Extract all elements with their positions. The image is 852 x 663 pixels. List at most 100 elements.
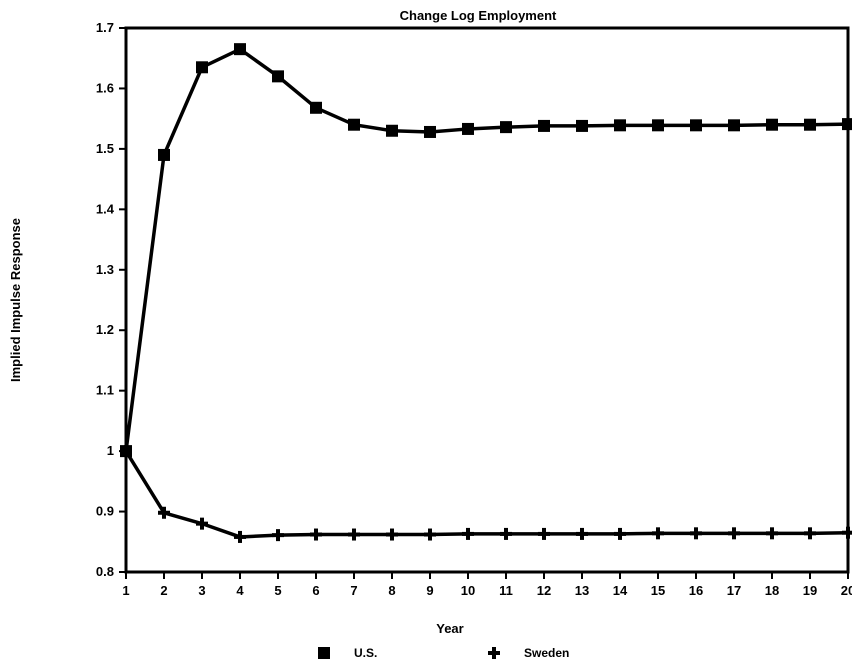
y-tick-label: 0.9 — [96, 504, 114, 519]
data-point-sweden — [386, 528, 398, 541]
data-point-u-s — [424, 125, 436, 138]
data-point-sweden — [158, 506, 170, 519]
data-point-sweden — [120, 445, 132, 458]
data-point-sweden — [234, 530, 246, 543]
chart-title: Change Log Employment — [400, 8, 557, 23]
y-tick-label: 1.7 — [96, 20, 114, 35]
y-tick-label: 1 — [107, 443, 114, 458]
plus-bar-v — [542, 527, 546, 540]
x-tick-label: 13 — [575, 583, 589, 598]
legend-marker-sweden — [488, 647, 500, 659]
data-point-sweden — [538, 527, 550, 540]
data-point-u-s — [310, 101, 322, 114]
y-axis-label: Implied Impulse Response — [8, 218, 23, 382]
x-tick-label: 15 — [651, 583, 665, 598]
data-point-u-s — [234, 43, 246, 56]
data-point-sweden — [576, 527, 588, 540]
plus-bar-v — [492, 647, 496, 659]
plus-bar-v — [466, 527, 470, 540]
y-tick-label: 0.8 — [96, 564, 114, 579]
plus-bar-v — [238, 530, 242, 543]
x-tick-label: 14 — [613, 583, 628, 598]
x-tick-label: 9 — [426, 583, 433, 598]
x-tick-label: 10 — [461, 583, 475, 598]
data-point-sweden — [804, 527, 816, 540]
y-tick-label: 1.5 — [96, 141, 114, 156]
data-point-sweden — [310, 528, 322, 541]
x-tick-label: 19 — [803, 583, 817, 598]
series-line-u-s — [124, 47, 849, 452]
plot-area: 0.80.911.11.21.31.41.51.61.71 2 3 4 5 6 7 8 9 10 1… — [96, 20, 852, 598]
x-tick-label: 4 — [236, 583, 244, 598]
data-point-sweden — [272, 529, 284, 542]
plus-bar-v — [618, 527, 622, 540]
plus-bar-v — [314, 528, 318, 541]
data-point-u-s — [272, 70, 284, 83]
data-point-u-s — [804, 118, 816, 131]
x-tick-label: 1 — [122, 583, 129, 598]
data-point-sweden — [424, 528, 436, 541]
legend-label-sweden: Sweden — [524, 646, 569, 660]
data-point-u-s — [538, 119, 550, 132]
y-tick-label: 1.2 — [96, 322, 114, 337]
data-point-u-s — [842, 118, 852, 131]
data-point-u-s — [462, 122, 474, 135]
x-tick-label: 7 — [350, 583, 357, 598]
x-tick-label: 2 — [160, 583, 167, 598]
plot-frame — [124, 26, 850, 574]
data-point-u-s — [652, 119, 664, 132]
x-tick-label: 12 — [537, 583, 551, 598]
data-point-u-s — [576, 119, 588, 132]
legend: U.S. Sweden — [318, 646, 569, 660]
plus-bar-v — [694, 527, 698, 540]
data-point-sweden — [842, 526, 852, 539]
data-point-u-s — [386, 124, 398, 137]
data-point-u-s — [766, 118, 778, 131]
data-point-sweden — [500, 527, 512, 540]
x-tick-label: 3 — [198, 583, 205, 598]
y-tick-label: 1.6 — [96, 80, 114, 95]
legend-marker-u-s — [318, 647, 330, 659]
plus-bar-v — [580, 527, 584, 540]
plus-bar-v — [162, 506, 166, 519]
data-point-sweden — [766, 527, 778, 540]
data-point-u-s — [614, 119, 626, 132]
data-point-u-s — [500, 121, 512, 134]
plus-bar-v — [428, 528, 432, 541]
data-point-sweden — [728, 527, 740, 540]
data-point-sweden — [348, 528, 360, 541]
x-tick-label: 8 — [388, 583, 395, 598]
x-tick-label: 6 — [312, 583, 319, 598]
plus-bar-v — [846, 526, 850, 539]
plus-bar-v — [390, 528, 394, 541]
data-point-u-s — [196, 61, 208, 74]
plus-bar-v — [656, 527, 660, 540]
data-point-sweden — [196, 517, 208, 530]
x-tick-label: 20 — [841, 583, 852, 598]
plus-bar-v — [124, 445, 128, 458]
data-point-sweden — [462, 527, 474, 540]
legend-label-u-s: U.S. — [354, 646, 377, 660]
y-tick-label: 1.1 — [96, 383, 114, 398]
x-axis-label: Year — [436, 621, 463, 636]
x-tick-label: 5 — [274, 583, 281, 598]
plus-bar-v — [352, 528, 356, 541]
x-tick-label: 16 — [689, 583, 703, 598]
data-point-sweden — [690, 527, 702, 540]
x-tick-label: 11 — [499, 583, 513, 598]
plus-bar-v — [732, 527, 736, 540]
plus-bar-v — [276, 529, 280, 542]
data-point-sweden — [652, 527, 664, 540]
y-tick-label: 1.4 — [96, 201, 115, 216]
plus-bar-v — [504, 527, 508, 540]
plus-bar-v — [770, 527, 774, 540]
series-line-sweden — [124, 450, 849, 539]
x-tick-label: 18 — [765, 583, 779, 598]
data-point-u-s — [348, 118, 360, 131]
data-point-u-s — [728, 119, 740, 132]
plus-bar-v — [200, 517, 204, 530]
x-tick-label: 17 — [727, 583, 741, 598]
data-point-sweden — [614, 527, 626, 540]
data-point-u-s — [690, 119, 702, 132]
